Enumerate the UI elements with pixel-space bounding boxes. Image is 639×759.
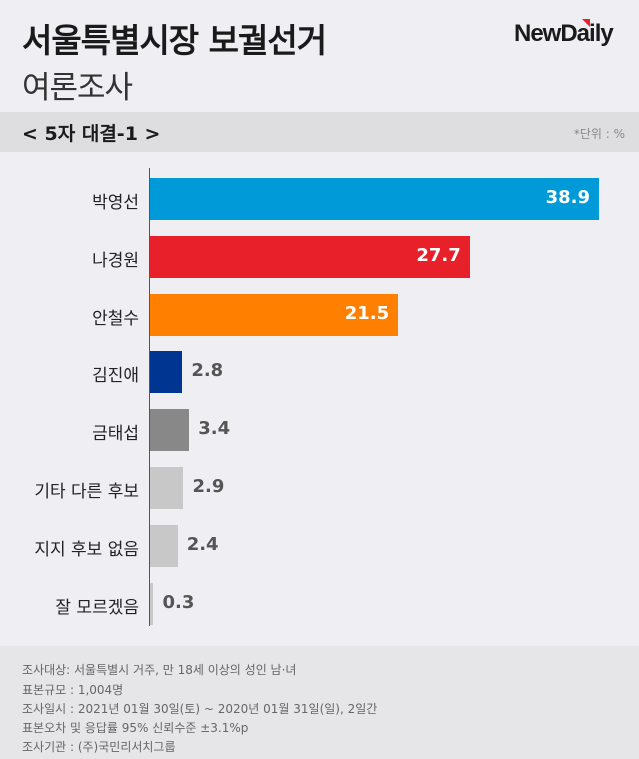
survey-notes: 조사대상: 서울특별시 거주, 만 18세 이상의 성인 남·녀 표본규모 : … bbox=[0, 646, 639, 759]
note-date: 조사일시 : 2021년 01월 30일(토) ~ 2020년 01월 31일(… bbox=[22, 702, 378, 716]
logo-triangle-icon bbox=[582, 19, 590, 27]
value-label: 2.4 bbox=[186, 533, 219, 555]
bar bbox=[150, 293, 399, 336]
bar bbox=[150, 524, 178, 567]
note-error: 표본오차 및 응답률 95% 신뢰수준 ±3.1%p bbox=[22, 721, 249, 735]
title: 서울특별시장 보궐선거 bbox=[22, 21, 327, 60]
category-label: 박영선 bbox=[92, 193, 139, 213]
category-label: 김진애 bbox=[92, 366, 139, 387]
bar bbox=[150, 467, 184, 509]
newdaily-logo: NewDaily bbox=[514, 19, 614, 48]
unit-label: *단위 : % bbox=[573, 127, 625, 141]
note-sample: 표본규모 : 1,004명 bbox=[22, 683, 124, 697]
category-label: 지지 후보 없음 bbox=[34, 539, 139, 560]
bar bbox=[150, 178, 599, 220]
note-target: 조사대상: 서울특별시 거주, 만 18세 이상의 성인 남·녀 bbox=[22, 663, 297, 677]
category-label: 안철수 bbox=[92, 308, 139, 329]
bar bbox=[150, 351, 183, 394]
subtitle: 여론조사 bbox=[22, 70, 133, 106]
value-label: 21.5 bbox=[344, 302, 390, 324]
bar bbox=[150, 235, 470, 278]
value-label: 2.8 bbox=[191, 360, 224, 382]
matchup-label: < 5자 대결-1 > bbox=[22, 123, 161, 145]
category-label: 잘 모르겠음 bbox=[55, 597, 139, 618]
y-axis-line bbox=[149, 168, 150, 626]
value-label: 27.7 bbox=[416, 244, 461, 266]
note-agency: 조사기관 : (주)국민리서치그룹 bbox=[22, 740, 176, 754]
value-label: 3.4 bbox=[198, 418, 231, 440]
value-label: 2.9 bbox=[192, 476, 225, 497]
category-label: 기타 다른 후보 bbox=[34, 482, 139, 502]
category-label: 금태섭 bbox=[92, 424, 139, 445]
bar bbox=[150, 409, 190, 452]
logo-text: NewDaily bbox=[514, 20, 614, 47]
bar bbox=[150, 582, 154, 625]
category-label: 나경원 bbox=[92, 250, 139, 271]
value-label: 38.9 bbox=[545, 187, 590, 208]
value-label: 0.3 bbox=[162, 591, 195, 613]
section-band: < 5자 대결-1 > *단위 : % bbox=[0, 112, 639, 152]
